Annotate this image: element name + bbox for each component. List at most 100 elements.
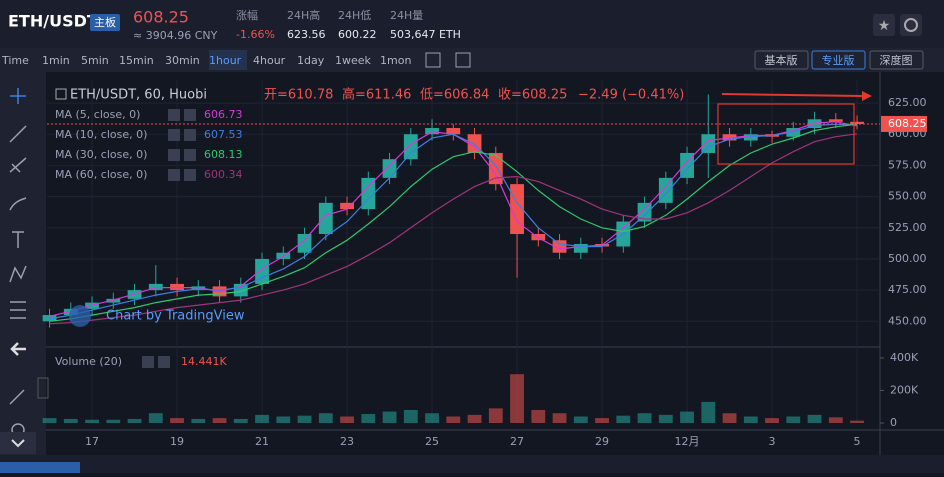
- y-tick-label: 525.00: [888, 221, 927, 234]
- x-tick-label: 19: [170, 435, 184, 448]
- candle-body: [850, 121, 864, 124]
- volume-bar: [425, 413, 439, 423]
- annotation-arrowhead: [862, 91, 872, 101]
- legend-symbol: ETH/USDT, 60, Huobi: [70, 88, 207, 103]
- volume-bar: [786, 416, 801, 423]
- ma-settings[interactable]: [168, 169, 180, 181]
- annotation-box: [717, 103, 855, 165]
- candle-body: [573, 243, 588, 253]
- interval[interactable]: 1hour: [209, 54, 242, 67]
- last-price-label: 608.25: [888, 117, 927, 130]
- x-tick-label: 25: [425, 435, 439, 448]
- footer-tab[interactable]: [0, 462, 80, 473]
- volume-bar: [361, 414, 376, 423]
- ma-legend-name: MA (5, close, 0): [55, 108, 140, 121]
- interval[interactable]: 1mon: [380, 54, 411, 67]
- volume-bar: [170, 418, 184, 423]
- ma-settings[interactable]: [168, 129, 180, 141]
- candle-body: [425, 128, 439, 135]
- interval[interactable]: 1day: [297, 54, 325, 67]
- y-tick-label: 500.00: [888, 252, 927, 265]
- interval[interactable]: 4hour: [253, 54, 286, 67]
- stat-value: -1.66%: [236, 28, 275, 41]
- collapse-legend[interactable]: [55, 88, 67, 100]
- y-tick-label: 475.00: [888, 283, 927, 296]
- volume-tick-label: 0: [890, 416, 897, 429]
- volume-bar: [743, 416, 758, 423]
- mode-button-label: 专业版: [822, 53, 855, 67]
- candle-body: [382, 159, 397, 178]
- interval[interactable]: 5min: [81, 54, 109, 67]
- settings-icon: [904, 18, 918, 32]
- collapse-icon: [11, 439, 25, 448]
- mode-button-label: 深度图: [880, 53, 913, 67]
- badge-bg: [90, 14, 120, 31]
- pair: ETH/USDT: [8, 12, 98, 31]
- ma-line: [49, 123, 858, 322]
- watermark-logo: [69, 305, 91, 327]
- candle-body: [680, 152, 694, 178]
- mode-button[interactable]: [754, 50, 809, 70]
- ma-line: [49, 123, 858, 320]
- legend-close: 收=608.25: [498, 88, 567, 103]
- ma-close[interactable]: [184, 149, 196, 161]
- last-price: 608.25: [133, 8, 189, 27]
- ma-close[interactable]: [184, 109, 196, 121]
- volume-bar: [531, 409, 546, 423]
- stat-label: 24H量: [390, 9, 423, 22]
- volume-bar: [701, 401, 716, 423]
- x-tick-label: 17: [85, 435, 99, 448]
- volume-bar: [850, 420, 864, 423]
- volume-bar: [446, 416, 461, 423]
- ma-settings[interactable]: [168, 109, 180, 121]
- favorite-button[interactable]: [873, 14, 895, 36]
- header-bar: [0, 0, 944, 48]
- y-tick-label: 625.00: [888, 96, 927, 109]
- volume-bar: [318, 413, 333, 423]
- candle-body: [488, 152, 503, 185]
- ma-legend-value: 608.13: [204, 148, 243, 161]
- collapse-button[interactable]: [0, 432, 36, 454]
- toolbar: [0, 48, 944, 72]
- annotation-arrow: [721, 93, 863, 97]
- ma-settings[interactable]: [168, 149, 180, 161]
- volume-bar: [63, 418, 78, 423]
- ma-close[interactable]: [184, 129, 196, 141]
- volume-bar: [467, 414, 482, 423]
- scroll-button[interactable]: [37, 377, 49, 399]
- interval[interactable]: 1week: [335, 54, 372, 67]
- volume-close[interactable]: [158, 356, 170, 368]
- volume-bar: [340, 416, 354, 423]
- candle-body: [340, 202, 354, 210]
- volume-settings[interactable]: [142, 356, 154, 368]
- volume-bar: [276, 416, 291, 423]
- last-price-tag: [881, 115, 927, 132]
- volume-bar: [828, 417, 843, 423]
- interval[interactable]: 30min: [165, 54, 200, 67]
- volume-tick-label: 400K: [890, 351, 919, 364]
- interval[interactable]: 1min: [42, 54, 70, 67]
- x-tick-label: 29: [595, 435, 609, 448]
- interval[interactable]: 15min: [119, 54, 154, 67]
- volume-bar: [403, 409, 418, 423]
- volume-bar: [680, 411, 694, 423]
- settings-button[interactable]: [900, 14, 922, 36]
- volume-bar: [127, 418, 142, 423]
- volume-bar: [616, 415, 631, 423]
- mode-button[interactable]: [869, 50, 924, 70]
- x-tick-label: 23: [340, 435, 354, 448]
- candle-body: [297, 234, 312, 253]
- volume-bar: [148, 413, 163, 423]
- volume-legend-name: Volume (20): [55, 355, 122, 368]
- volume-bar: [85, 419, 99, 423]
- interval[interactable]: Time: [1, 54, 29, 67]
- volume-bar: [658, 414, 673, 423]
- badge: 主板: [94, 15, 116, 29]
- volume-bar: [191, 418, 206, 423]
- volume-legend-value: 14.441K: [181, 355, 227, 368]
- volume-bar: [212, 418, 227, 423]
- ma-close[interactable]: [184, 169, 196, 181]
- x-tick-label: 21: [255, 435, 269, 448]
- mode-button[interactable]: [811, 50, 866, 70]
- candle-body: [191, 286, 206, 291]
